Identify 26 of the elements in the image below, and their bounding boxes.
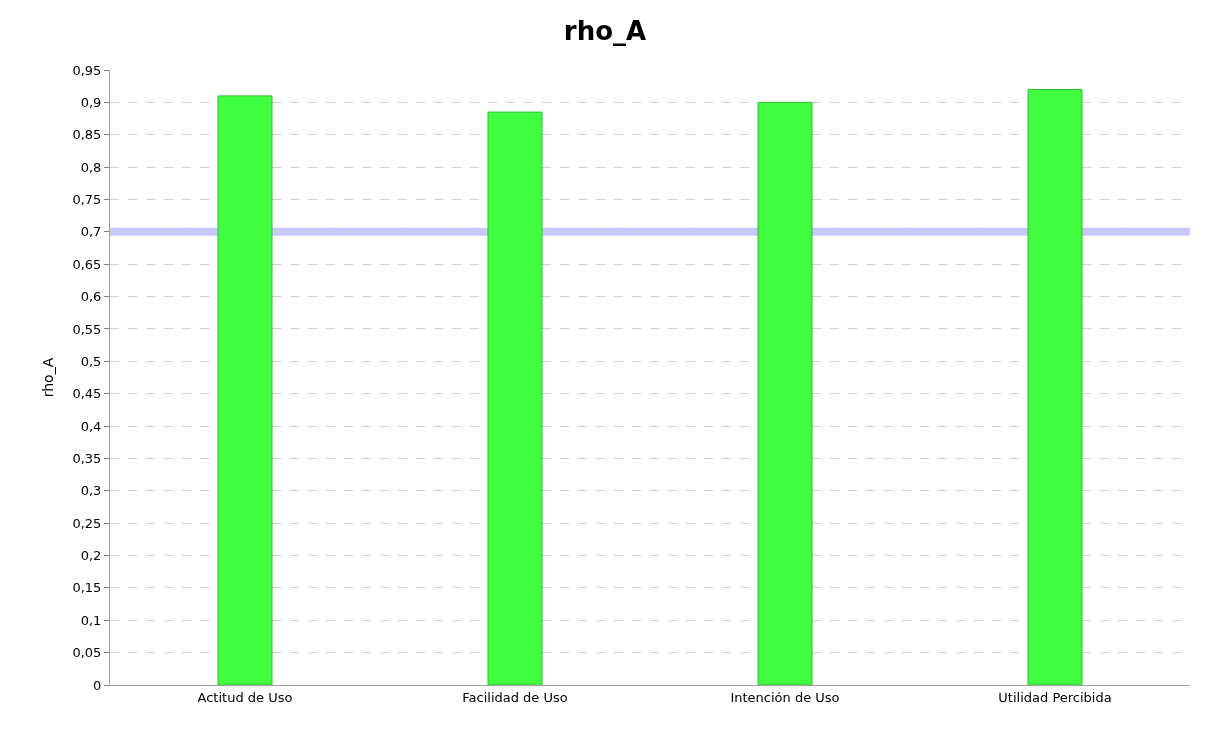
x-tick-label: Intención de Uso [730,689,840,705]
y-tick-label: 0,5 [80,353,102,369]
x-tick-label: Facilidad de Uso [462,689,568,705]
y-tick-label: 0,8 [80,159,102,175]
y-tick-label: 0,75 [72,192,102,208]
x-tick-label: Actitud de Uso [197,689,293,705]
y-tick-label: 0,6 [80,289,102,305]
y-tick-label: 0 [93,677,102,693]
y-tick-label: 0,15 [72,580,102,596]
y-tick-label: 0,35 [72,450,102,466]
chart-title: rho_A [563,16,647,47]
y-tick-label: 0,1 [80,612,102,628]
x-tick-label: Utilidad Percibida [998,689,1112,705]
y-tick-label: 0,55 [72,321,102,337]
y-tick-label: 0,7 [80,224,102,240]
y-tick-label: 0,2 [80,548,102,564]
y-tick-label: 0,45 [72,386,102,402]
y-tick-label: 0,85 [72,127,102,143]
y-tick-label: 0,25 [72,515,102,531]
y-tick-label: 0,95 [72,62,102,78]
y-axis-title: rho_A [40,357,57,398]
y-tick-label: 0,05 [72,645,102,661]
y-tick-label: 0,9 [80,94,102,110]
y-tick-label: 0,3 [80,483,102,499]
y-tick-label: 0,65 [72,256,102,272]
y-tick-label: 0,4 [80,418,102,434]
